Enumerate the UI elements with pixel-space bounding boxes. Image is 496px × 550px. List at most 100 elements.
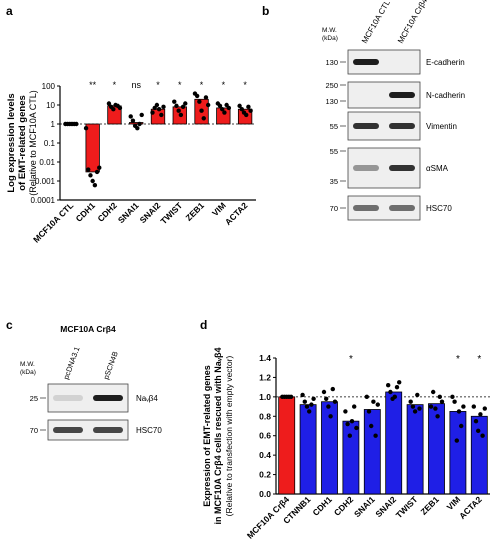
- data-point-d: [288, 394, 294, 400]
- data-point-d: [371, 399, 376, 404]
- significance-label-a: *: [200, 80, 204, 90]
- data-point-d: [311, 396, 316, 401]
- data-point-a: [226, 105, 232, 111]
- data-point-d: [473, 418, 479, 424]
- data-point-d: [428, 404, 434, 409]
- data-point-d: [459, 423, 464, 429]
- data-point-d: [375, 402, 380, 407]
- y-tick-label-d: 0.2: [259, 470, 271, 480]
- band-b: [353, 165, 379, 171]
- data-point-a: [183, 101, 188, 106]
- y-tick-label-a: 0.0001: [31, 196, 56, 205]
- y-tick-label-a: 10: [46, 101, 55, 110]
- data-point-d: [386, 383, 391, 388]
- y-tick-label-d: 1.2: [259, 372, 271, 382]
- data-point-d: [471, 404, 476, 409]
- band-b: [353, 205, 379, 211]
- data-point-d: [433, 406, 438, 411]
- data-point-d: [412, 409, 418, 414]
- band-b: [389, 92, 415, 98]
- blot-strip-b: [347, 81, 421, 109]
- bar-d: [278, 396, 296, 495]
- y-tick-label-a: 1: [51, 120, 56, 129]
- data-point-a: [90, 178, 95, 184]
- significance-label-a: *: [243, 80, 247, 90]
- data-point-d: [450, 394, 455, 400]
- data-point-d: [454, 438, 459, 443]
- data-point-a: [161, 104, 166, 110]
- bar-d: [470, 415, 488, 495]
- bar-d: [299, 404, 317, 495]
- y-tick-label-a: 0.1: [44, 139, 56, 148]
- data-point-d: [461, 404, 466, 409]
- data-point-a: [180, 104, 186, 110]
- band-c: [93, 427, 123, 433]
- x-tick-label-a: TWIST: [158, 200, 184, 226]
- significance-label-a: *: [222, 80, 226, 90]
- data-point-a: [205, 102, 211, 108]
- significance-label-d: *: [477, 354, 481, 365]
- x-tick-label-a: ZEB1: [184, 200, 207, 223]
- data-point-a: [220, 107, 225, 112]
- y-tick-label-a: 100: [42, 82, 56, 91]
- y-tick-label-d: 0.6: [259, 431, 271, 441]
- data-point-d: [352, 404, 357, 409]
- mw-marker-b: 55: [330, 122, 338, 131]
- significance-label-a: *: [178, 80, 182, 90]
- band-c: [93, 395, 123, 401]
- data-point-a: [176, 108, 181, 113]
- x-tick-label-d: ZEB1: [418, 494, 441, 517]
- band-b: [353, 123, 379, 129]
- data-point-d: [330, 386, 335, 392]
- data-point-a: [97, 165, 102, 170]
- data-point-a: [150, 110, 155, 115]
- band-b: [353, 59, 379, 65]
- data-point-a: [139, 112, 144, 118]
- y-tick-label-d: 0.0: [259, 489, 271, 499]
- mw-marker-b: 55: [330, 147, 338, 156]
- x-tick-label-a: CDH2: [95, 200, 119, 224]
- western-blot-c: MCF10A Crβ4 M.W.(kDa) pcDNA3.1 pSCN4B 25 Naᵥβ…: [20, 324, 162, 441]
- data-point-a: [217, 103, 223, 109]
- data-point-d: [366, 409, 372, 414]
- data-point-d: [373, 433, 378, 438]
- significance-label-a: ns: [131, 80, 141, 90]
- data-point-d: [408, 399, 413, 404]
- chart-a: 100 10 1 0.1 0.01 0.001 0.0001 Log expression l…: [6, 80, 256, 245]
- data-point-d: [354, 425, 359, 431]
- mw-header-b-2: (kDa): [322, 35, 338, 42]
- data-point-d: [394, 384, 400, 390]
- data-point-a: [111, 107, 116, 112]
- western-blot-b: M.W.(kDa) MCF10A CTL MCF10A Crβ4 130 E-cadhe…: [322, 0, 465, 221]
- data-point-d: [410, 404, 416, 409]
- mw-marker-b: 70: [330, 204, 338, 213]
- data-point-a: [178, 112, 184, 118]
- protein-label-b: Vimentin: [426, 122, 457, 131]
- data-point-d: [397, 380, 402, 385]
- data-point-d: [417, 406, 422, 411]
- data-point-a: [159, 112, 164, 118]
- x-tick-label-d: TWIST: [394, 494, 420, 520]
- bar-d: [406, 404, 424, 495]
- lane-label-c: pcDNA3.1: [61, 345, 81, 380]
- data-point-d: [369, 423, 374, 429]
- data-point-d: [452, 399, 457, 404]
- protein-label-b: N-cadherin: [426, 91, 465, 100]
- data-point-d: [324, 396, 329, 401]
- x-tick-label-d: CDH2: [332, 494, 356, 518]
- data-point-d: [347, 433, 352, 438]
- blot-title-c: MCF10A Crβ4: [60, 324, 116, 334]
- y-tick-label-d: 1.0: [259, 392, 271, 402]
- data-point-a: [201, 116, 206, 121]
- mw-header-c-2: (kDa): [20, 369, 36, 376]
- panel-label-c: c: [6, 318, 13, 332]
- data-point-a: [172, 99, 177, 104]
- bar-d: [449, 411, 467, 495]
- x-tick-label-a: SNAI2: [138, 200, 163, 225]
- bar-d: [363, 409, 381, 495]
- significance-label-d: *: [349, 354, 353, 365]
- data-point-d: [302, 399, 307, 404]
- bar-d: [428, 403, 445, 495]
- data-point-d: [388, 389, 393, 395]
- data-point-a: [222, 110, 227, 115]
